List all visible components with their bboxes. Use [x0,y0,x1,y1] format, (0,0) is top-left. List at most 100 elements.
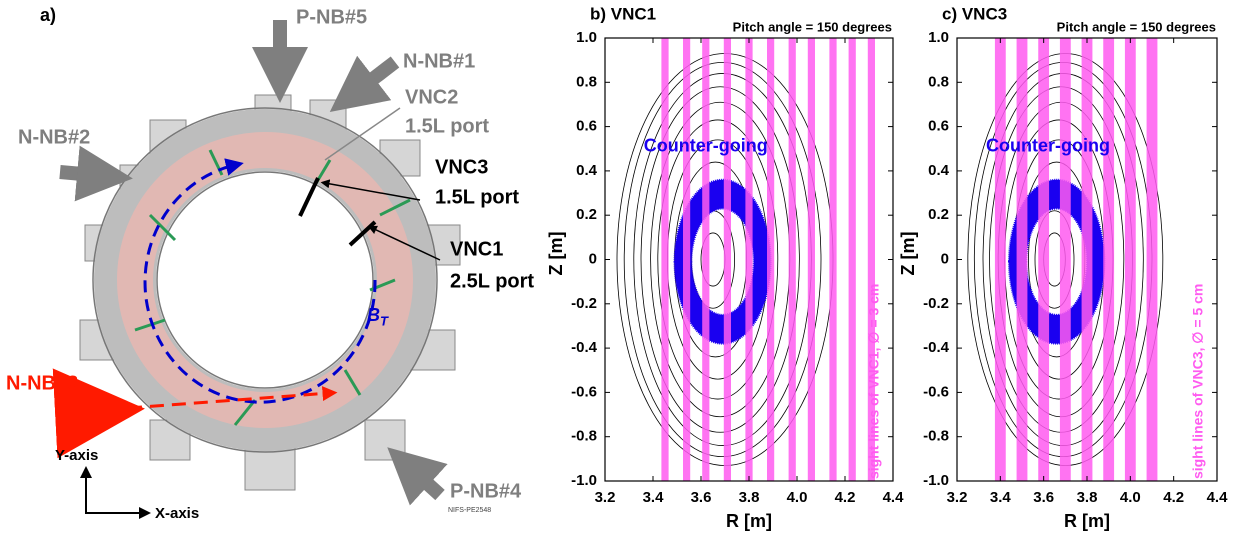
x-axis-label: R [m] [726,511,772,531]
beam-arrow [387,447,448,506]
x-tick-label: 4.4 [1207,489,1229,506]
y-tick-label: 1.0 [928,29,949,46]
sight-line [1016,38,1028,481]
flux-surface [657,119,779,400]
sight-line [1146,38,1158,481]
x-tick-label: 3.4 [643,489,665,506]
beam-arrow [52,368,145,459]
x-tick-label: 4.2 [835,489,856,506]
y-tick-label: 0.6 [576,118,597,135]
vnc3-port-mark [298,177,320,217]
y-tick-label: -0.2 [923,295,949,312]
flux-surface [633,73,812,446]
label: VNC1 [450,238,503,260]
sight-line [1038,38,1050,481]
label: B [367,305,380,325]
field-direction [143,158,377,404]
subtitle: Pitch angle = 150 degrees [733,19,892,34]
torus-edge [156,171,374,389]
y-tick-label: 0.6 [928,118,949,135]
x-tick-label: 3.4 [990,489,1012,506]
y-tick-label: 0.2 [928,206,949,223]
vnc1-port-mark [348,220,377,247]
sight-line [994,38,1006,481]
x-tick-label: 3.6 [691,489,712,506]
annotation: Counter-going [986,135,1110,155]
sight-line [767,38,775,481]
sight-line [848,38,856,481]
label: N-NB#2 [18,126,90,148]
sight-line [867,38,875,481]
beam-arrow [59,145,133,202]
sight-line [1103,38,1115,481]
x-tick-label: 4.0 [1120,489,1141,506]
y-tick-label: -0.4 [571,339,598,356]
y-tick-label: -0.8 [571,428,597,445]
sight-line [683,38,691,481]
x-tick-label: 4.0 [787,489,808,506]
sight-line [788,38,796,481]
label: X-axis [155,505,199,522]
beam-arrow [329,55,400,113]
annotation: Counter-going [644,135,768,155]
y-tick-label: 0.8 [576,73,597,90]
label: 2.5L port [450,270,534,292]
pointer [320,179,421,201]
x-axis-label: R [m] [1064,511,1110,531]
y-tick-label: 0 [589,250,597,267]
chart-title: c) VNC3 [942,4,1007,23]
lhd-diagram: a) P-NB#5 N-NB#1 VNC2 1.5L port N-NB#2 V… [6,5,534,522]
coils [134,149,411,426]
sight-line [1059,38,1071,481]
pointer [367,225,441,261]
y-tick-label: -0.4 [923,339,950,356]
label: N-NB#3 [6,372,78,394]
x-tick-label: 3.6 [1033,489,1054,506]
x-tick-label: 3.2 [947,489,968,506]
chart: 3.2 3.4 3.6 3.8 4.0 4.2 4.4 -1.0 -0.8 -0.6 -0.4 -0.… [898,4,1228,530]
sight-line [661,38,669,481]
sight-line [807,38,815,481]
beam-path [127,386,338,410]
y-tick-label: -1.0 [923,472,949,489]
chart: 3.2 3.4 3.6 3.8 4.0 4.2 4.4 -1.0 -0.8 -0.6 -0.4 -0.… [546,4,904,530]
x-tick-label: 4.4 [883,489,905,506]
sight-line-label: sight lines of VNC3, ∅ = 5 cm [1190,284,1206,479]
y-tick-label: -0.8 [923,428,949,445]
sight-line [1081,38,1093,481]
y-axis-label: Z [m] [898,232,918,276]
y-tick-label: -0.6 [923,383,949,400]
label: T [380,313,389,328]
y-tick-label: 0.8 [928,73,949,90]
label: 1.5L port [405,115,489,137]
x-tick-label: 3.8 [1077,489,1098,506]
chart-title: b) VNC1 [590,4,656,23]
label: P-NB#4 [450,480,522,502]
x-tick-label: 4.2 [1163,489,1184,506]
plot-area [967,38,1164,481]
y-tick-label: -0.2 [571,295,597,312]
axes-glyph [85,470,151,519]
label: Y-axis [55,447,98,464]
label: VNC3 [435,156,488,178]
sight-line [723,38,731,481]
label: NIFS-PE2548 [448,507,491,514]
torus-edge [92,107,438,453]
y-axis-label: Z [m] [546,232,566,276]
panel-label: a) [40,5,56,25]
sight-line [745,38,753,481]
sight-line [829,38,837,481]
x-tick-label: 3.2 [595,489,616,506]
sight-line [1124,38,1136,481]
flux-surface [623,61,822,458]
subtitle: Pitch angle = 150 degrees [1057,19,1216,34]
label: VNC2 [405,86,458,108]
y-tick-label: -1.0 [571,472,597,489]
label: P-NB#5 [296,6,367,28]
label: N-NB#1 [403,50,475,72]
label: 1.5L port [435,186,519,208]
plot-area [616,38,875,481]
y-tick-label: 0 [941,250,949,267]
